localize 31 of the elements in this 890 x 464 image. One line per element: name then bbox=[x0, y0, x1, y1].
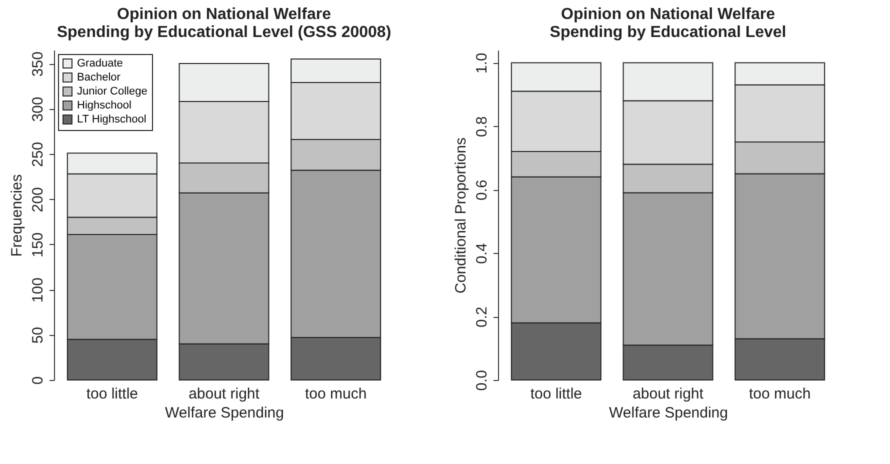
y-axis-title: Conditional Proportions bbox=[452, 138, 470, 294]
y-tick-label: 0.2 bbox=[474, 306, 490, 328]
y-tick-label: 0.6 bbox=[474, 180, 490, 201]
legend-label: Highschool bbox=[77, 100, 132, 112]
y-tick-label: 150 bbox=[30, 232, 46, 258]
chart-title: Opinion on National Welfare Spending by Educational Level bbox=[550, 6, 786, 41]
legend-label: LT Highschool bbox=[77, 114, 146, 126]
y-tick-label: 0 bbox=[30, 376, 46, 385]
legend-label: Bachelor bbox=[77, 72, 121, 84]
y-tick-label: 0.0 bbox=[474, 370, 490, 391]
legend-label: Junior College bbox=[77, 86, 148, 98]
y-tick-label: 200 bbox=[30, 187, 46, 212]
x-tick-label: about right bbox=[632, 386, 704, 402]
y-tick-label: 50 bbox=[30, 326, 46, 344]
legend-label: Graduate bbox=[77, 58, 123, 70]
x-axis-title: Welfare Spending bbox=[609, 404, 728, 422]
y-tick-label: 350 bbox=[30, 52, 46, 77]
y-tick-label: 250 bbox=[30, 142, 46, 167]
y-tick-label: 300 bbox=[30, 96, 46, 122]
x-tick-label: too much bbox=[304, 386, 367, 402]
x-axis-title: Welfare Spending bbox=[165, 404, 284, 422]
y-axis-title: Frequencies bbox=[8, 174, 26, 257]
x-tick-label: about right bbox=[188, 386, 260, 402]
x-tick-label: too little bbox=[530, 386, 582, 402]
y-tick-label: 0.4 bbox=[474, 243, 490, 264]
y-tick-label: 1.0 bbox=[474, 52, 490, 74]
y-tick-label: 100 bbox=[30, 278, 46, 303]
y-tick-label: 0.8 bbox=[474, 116, 490, 138]
x-tick-label: too little bbox=[86, 386, 138, 402]
chart-title: Opinion on National Welfare Spending by Educational Level (GSS 20008) bbox=[56, 6, 392, 41]
x-tick-label: too much bbox=[748, 386, 811, 402]
